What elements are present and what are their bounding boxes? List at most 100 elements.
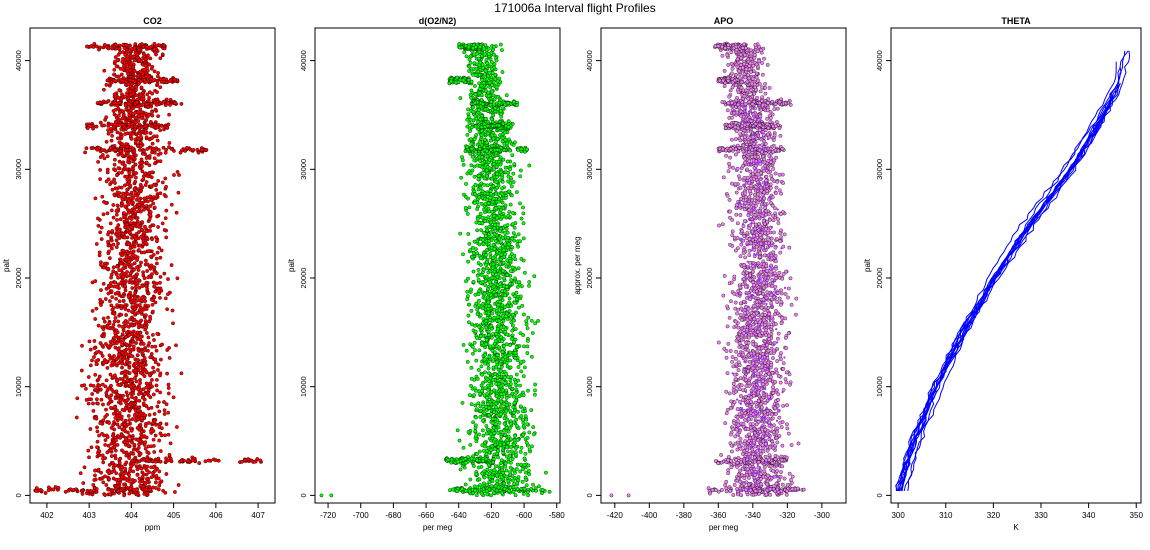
- data-point: [151, 471, 155, 476]
- data-point: [86, 401, 91, 406]
- data-point: [105, 366, 110, 370]
- data-point: [89, 445, 94, 450]
- data-point: [132, 443, 137, 447]
- data-point: [523, 365, 527, 370]
- data-point: [523, 414, 528, 418]
- data-point: [476, 261, 481, 265]
- data-point: [533, 392, 537, 397]
- data-point: [132, 69, 137, 73]
- data-point: [140, 334, 144, 339]
- data-point: [142, 443, 147, 447]
- data-point: [99, 225, 104, 230]
- level-leg-point: [146, 98, 151, 103]
- data-point: [499, 325, 503, 330]
- data-point: [101, 480, 106, 485]
- y-tick-label: 0: [14, 493, 23, 497]
- data-point: [98, 168, 102, 172]
- data-point: [480, 326, 484, 331]
- data-point: [112, 319, 117, 324]
- data-point: [469, 141, 474, 146]
- level-leg-point: [150, 459, 155, 464]
- data-point: [129, 200, 134, 205]
- data-point: [113, 316, 118, 320]
- data-point: [125, 182, 130, 186]
- data-point: [125, 144, 130, 149]
- data-point: [490, 444, 495, 449]
- data-point: [462, 50, 467, 55]
- data-point: [120, 253, 124, 258]
- data-point: [163, 216, 168, 221]
- data-point: [87, 339, 92, 344]
- data-point: [153, 469, 157, 473]
- data-point: [155, 261, 159, 266]
- data-point: [525, 436, 530, 440]
- data-point: [104, 407, 108, 412]
- data-point: [113, 157, 117, 162]
- data-point: [480, 161, 485, 165]
- data-point: [485, 183, 490, 188]
- data-point: [163, 176, 168, 181]
- data-point: [465, 212, 470, 216]
- data-point: [153, 344, 158, 349]
- data-point: [485, 492, 490, 497]
- data-point: [133, 291, 138, 295]
- level-leg-point: [106, 124, 111, 128]
- data-point: [536, 319, 540, 323]
- data-point: [158, 159, 163, 164]
- data-point: [155, 239, 159, 244]
- data-point: [109, 393, 114, 398]
- data-point: [123, 372, 128, 376]
- data-point: [177, 173, 181, 177]
- data-point: [166, 432, 171, 437]
- data-point: [112, 445, 117, 449]
- data-point: [461, 445, 466, 450]
- data-point: [111, 203, 116, 207]
- data-point: [480, 54, 484, 59]
- level-leg-point: [133, 42, 138, 46]
- data-point: [489, 390, 494, 394]
- panel-title: CO2: [143, 16, 162, 26]
- data-point: [503, 375, 507, 380]
- data-point: [160, 180, 165, 185]
- data-point: [157, 288, 161, 293]
- data-point: [142, 276, 147, 281]
- data-point: [143, 446, 148, 451]
- data-point: [530, 354, 534, 359]
- data-point: [114, 438, 118, 443]
- data-point: [113, 59, 117, 64]
- data-point: [126, 294, 131, 299]
- level-leg-point: [148, 45, 153, 50]
- level-leg-point: [131, 487, 136, 492]
- data-point: [129, 395, 134, 399]
- data-point: [469, 365, 474, 370]
- data-point: [509, 278, 513, 282]
- data-point: [88, 347, 93, 352]
- data-point: [519, 216, 524, 221]
- data-point: [137, 476, 142, 481]
- level-leg-point: [172, 77, 177, 82]
- data-point: [156, 152, 161, 157]
- data-point: [466, 115, 471, 119]
- data-point: [128, 271, 133, 276]
- data-point: [466, 294, 470, 299]
- data-point: [492, 226, 497, 231]
- data-point: [153, 289, 158, 294]
- data-point: [98, 387, 103, 392]
- data-point: [500, 70, 505, 74]
- data-point: [138, 370, 143, 375]
- data-point: [524, 440, 529, 445]
- data-point: [499, 379, 504, 383]
- data-point: [138, 480, 142, 484]
- data-point: [116, 166, 121, 170]
- data-point: [507, 137, 511, 142]
- data-point: [509, 460, 513, 465]
- data-point: [476, 177, 481, 182]
- data-point: [500, 388, 505, 393]
- data-point: [144, 135, 149, 140]
- data-point: [124, 460, 129, 465]
- data-point: [469, 383, 473, 388]
- data-point: [473, 403, 478, 408]
- data-point: [134, 93, 139, 98]
- data-point: [126, 438, 131, 443]
